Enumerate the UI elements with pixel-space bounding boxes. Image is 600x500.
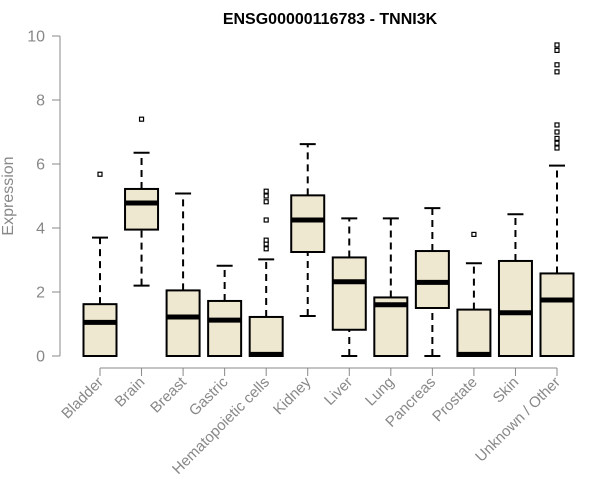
chart-title: ENSG00000116783 - TNNI3K [223, 11, 438, 28]
outlier-point [263, 217, 269, 223]
interquartile-box [331, 256, 367, 331]
outlier-point [263, 188, 269, 194]
interquartile-box [414, 250, 450, 309]
y-tick-label: 2 [36, 285, 45, 302]
x-tick-label-breast: Breast [147, 373, 190, 416]
outlier-point [471, 231, 477, 237]
interquartile-box [290, 194, 326, 253]
interquartile-box [497, 259, 533, 357]
y-axis-label: Expression [0, 156, 17, 235]
outlier-point [97, 171, 103, 177]
box-skin [497, 213, 533, 357]
interquartile-box [82, 303, 118, 358]
outlier-point [554, 62, 560, 68]
outlier-point [554, 122, 560, 128]
x-tick-label-brain: Brain [112, 374, 149, 411]
interquartile-box [539, 272, 575, 357]
interquartile-box [165, 289, 201, 357]
x-tick-label-liver: Liver [321, 374, 356, 409]
plot-area [82, 42, 575, 358]
x-tick-label-kidney: Kidney [270, 373, 315, 418]
box-prostate [456, 231, 492, 358]
outlier-point [554, 69, 560, 75]
outlier-point [138, 116, 145, 122]
box-bladder [82, 171, 118, 358]
outlier-point [554, 135, 560, 141]
x-tick-label-bladder: Bladder [58, 374, 107, 423]
interquartile-box [248, 315, 284, 357]
interquartile-box [207, 299, 243, 357]
y-tick-label: 4 [36, 221, 45, 238]
box-liver [331, 217, 367, 357]
box-pancreas [414, 207, 450, 357]
box-unknown-other [539, 42, 575, 357]
outlier-point [554, 140, 560, 146]
outlier-point [554, 145, 560, 151]
outlier-point [263, 246, 269, 252]
box-gastric [207, 264, 243, 357]
y-axis: 0 2 4 6 8 10 [27, 29, 61, 366]
outlier-point [554, 42, 560, 48]
outlier-point [263, 199, 269, 205]
outlier-point [554, 129, 560, 135]
outlier-point [263, 193, 269, 199]
interquartile-box [456, 308, 492, 358]
y-tick-label: 0 [36, 349, 45, 366]
y-tick-label: 10 [27, 29, 45, 46]
box-breast [165, 192, 201, 357]
x-tick-label-skin: Skin [490, 374, 523, 407]
y-tick-label: 8 [36, 93, 45, 110]
box-hematopoietic-cells [248, 188, 284, 357]
outlier-point [554, 47, 560, 54]
x-tick-label-lung: Lung [362, 374, 398, 410]
box-lung [373, 217, 409, 358]
interquartile-box [124, 187, 160, 231]
box-brain [124, 116, 160, 287]
box-kidney [290, 143, 326, 317]
outlier-point [263, 237, 269, 243]
y-tick-label: 6 [36, 157, 45, 174]
x-tick-label-prostate: Prostate [429, 374, 481, 426]
